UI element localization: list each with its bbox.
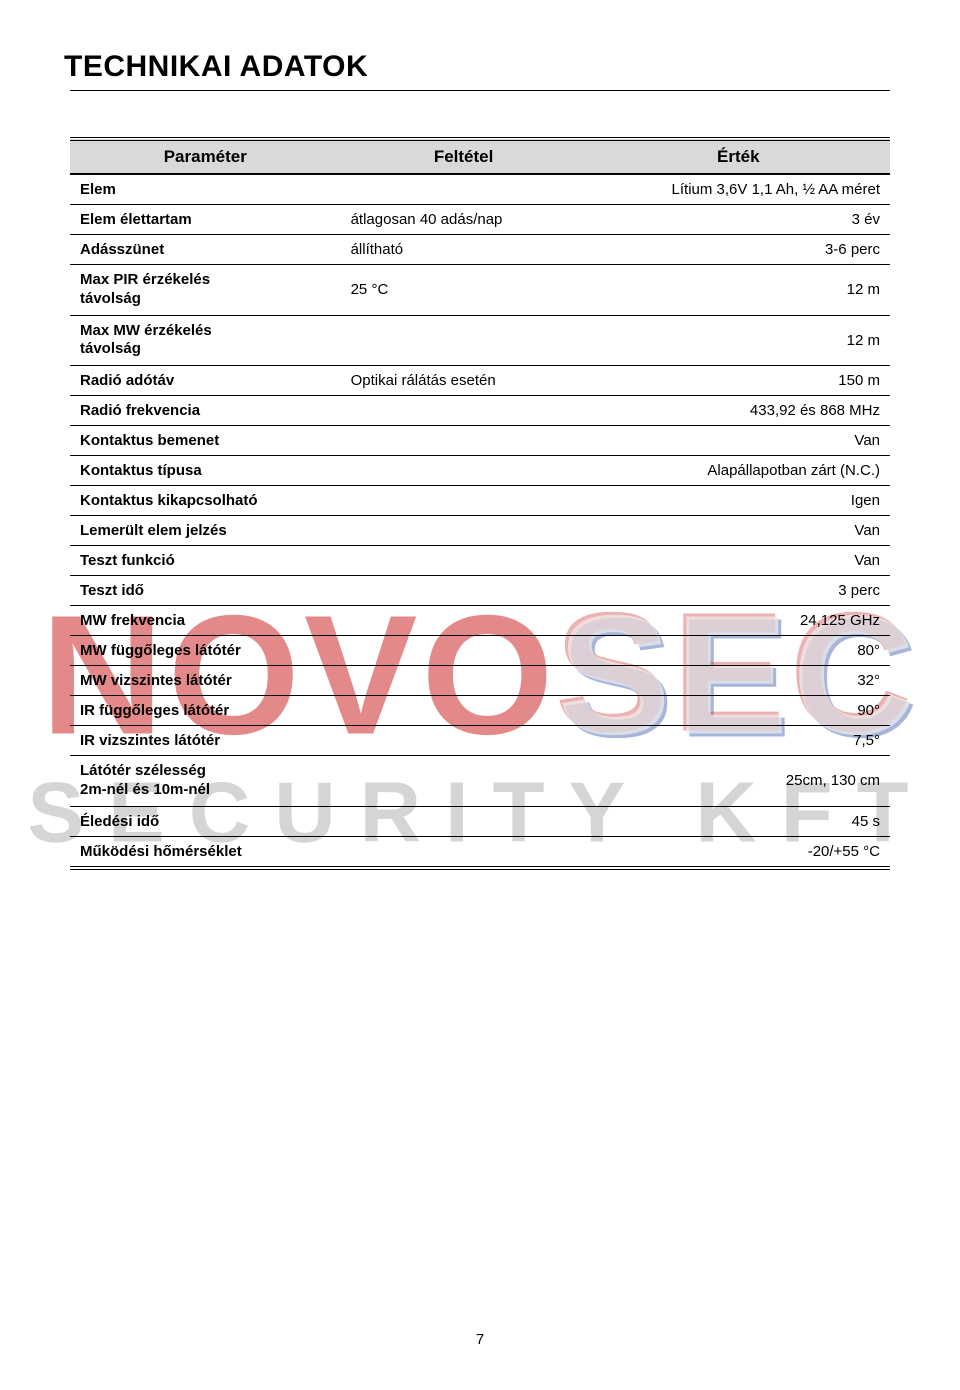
cell-param: Adásszünet [70,235,341,265]
cell-cond [341,456,587,486]
cell-param: Radió frekvencia [70,396,341,426]
cell-val: -20/+55 °C [587,836,890,868]
table-row: MW függőleges látótér 80° [70,636,890,666]
cell-cond [341,756,587,807]
cell-param: Kontaktus kikapcsolható [70,486,341,516]
cell-cond [341,836,587,868]
cell-val: 90° [587,696,890,726]
table-row: Lemerült elem jelzés Van [70,516,890,546]
cell-cond: 25 °C [341,265,587,316]
cell-param: Max PIR érzékeléstávolság [70,265,341,316]
table-row: MW vizszintes látótér 32° [70,666,890,696]
cell-param: Működési hőmérséklet [70,836,341,868]
cell-val: 7,5° [587,726,890,756]
cell-param: Teszt idő [70,576,341,606]
cell-param: Látótér szélesség2m-nél és 10m-nél [70,756,341,807]
table-row: Kontaktus kikapcsolható Igen [70,486,890,516]
cell-cond [341,486,587,516]
cell-cond [341,546,587,576]
col-header-cond: Feltétel [341,139,587,174]
cell-cond [341,666,587,696]
cell-val: Van [587,426,890,456]
cell-cond [341,426,587,456]
cell-val: 80° [587,636,890,666]
cell-cond [341,726,587,756]
cell-param: Max MW érzékeléstávolság [70,315,341,366]
cell-param: Radió adótáv [70,366,341,396]
table-row: Teszt idő 3 perc [70,576,890,606]
cell-cond [341,516,587,546]
cell-val: 12 m [587,265,890,316]
col-header-param: Paraméter [70,139,341,174]
table-row: Teszt funkció Van [70,546,890,576]
table-row: MW frekvencia 24,125 GHz [70,606,890,636]
table-row: Adásszünetállítható3-6 perc [70,235,890,265]
cell-val: 3-6 perc [587,235,890,265]
col-header-val: Érték [587,139,890,174]
cell-val: 24,125 GHz [587,606,890,636]
cell-param: Lemerült elem jelzés [70,516,341,546]
cell-val: Van [587,546,890,576]
cell-param: Kontaktus típusa [70,456,341,486]
table-row: Max PIR érzékeléstávolság25 °C12 m [70,265,890,316]
cell-param: Elem [70,174,341,205]
table-row: Kontaktus típusa Alapállapotban zárt (N.C… [70,456,890,486]
table-row: Elem élettartamátlagosan 40 adás/nap3 év [70,205,890,235]
cell-val: Alapállapotban zárt (N.C.) [587,456,890,486]
page-number: 7 [476,1331,484,1348]
cell-cond [341,315,587,366]
cell-param: Kontaktus bemenet [70,426,341,456]
cell-val: Lítium 3,6V 1,1 Ah, ½ AA méret [587,174,890,205]
cell-param: MW függőleges látótér [70,636,341,666]
title-rule [70,90,890,91]
cell-param: Teszt funkció [70,546,341,576]
cell-cond [341,174,587,205]
cell-val: Van [587,516,890,546]
cell-param: MW frekvencia [70,606,341,636]
cell-cond [341,636,587,666]
cell-param: Éledési idő [70,806,341,836]
cell-val: 3 perc [587,576,890,606]
cell-val: 25cm, 130 cm [587,756,890,807]
table-row: Elem Lítium 3,6V 1,1 Ah, ½ AA méret [70,174,890,205]
cell-param: IR függőleges látótér [70,696,341,726]
cell-cond [341,696,587,726]
cell-val: 433,92 és 868 MHz [587,396,890,426]
cell-param: MW vizszintes látótér [70,666,341,696]
table-row: Radió adótávOptikai rálátás esetén150 m [70,366,890,396]
table-row: Kontaktus bemenet Van [70,426,890,456]
cell-val: 32° [587,666,890,696]
table-row: Radió frekvencia 433,92 és 868 MHz [70,396,890,426]
table-row: Éledési idő 45 s [70,806,890,836]
cell-cond: Optikai rálátás esetén [341,366,587,396]
cell-val: 3 év [587,205,890,235]
cell-val: 45 s [587,806,890,836]
table-row: Működési hőmérséklet -20/+55 °C [70,836,890,868]
cell-cond [341,576,587,606]
table-row: Látótér szélesség2m-nél és 10m-nél 25cm, … [70,756,890,807]
cell-val: 150 m [587,366,890,396]
table-row: IR függőleges látótér 90° [70,696,890,726]
cell-cond: állítható [341,235,587,265]
spec-table: Paraméter Feltétel Érték Elem Lítium 3,6V… [70,137,890,870]
cell-cond [341,396,587,426]
cell-cond [341,806,587,836]
cell-cond: átlagosan 40 adás/nap [341,205,587,235]
cell-param: Elem élettartam [70,205,341,235]
cell-val: 12 m [587,315,890,366]
table-row: Max MW érzékeléstávolság 12 m [70,315,890,366]
table-row: IR vizszintes látótér 7,5° [70,726,890,756]
cell-cond [341,606,587,636]
cell-param: IR vizszintes látótér [70,726,341,756]
page-title: TECHNIKAI ADATOK [64,50,890,84]
cell-val: Igen [587,486,890,516]
